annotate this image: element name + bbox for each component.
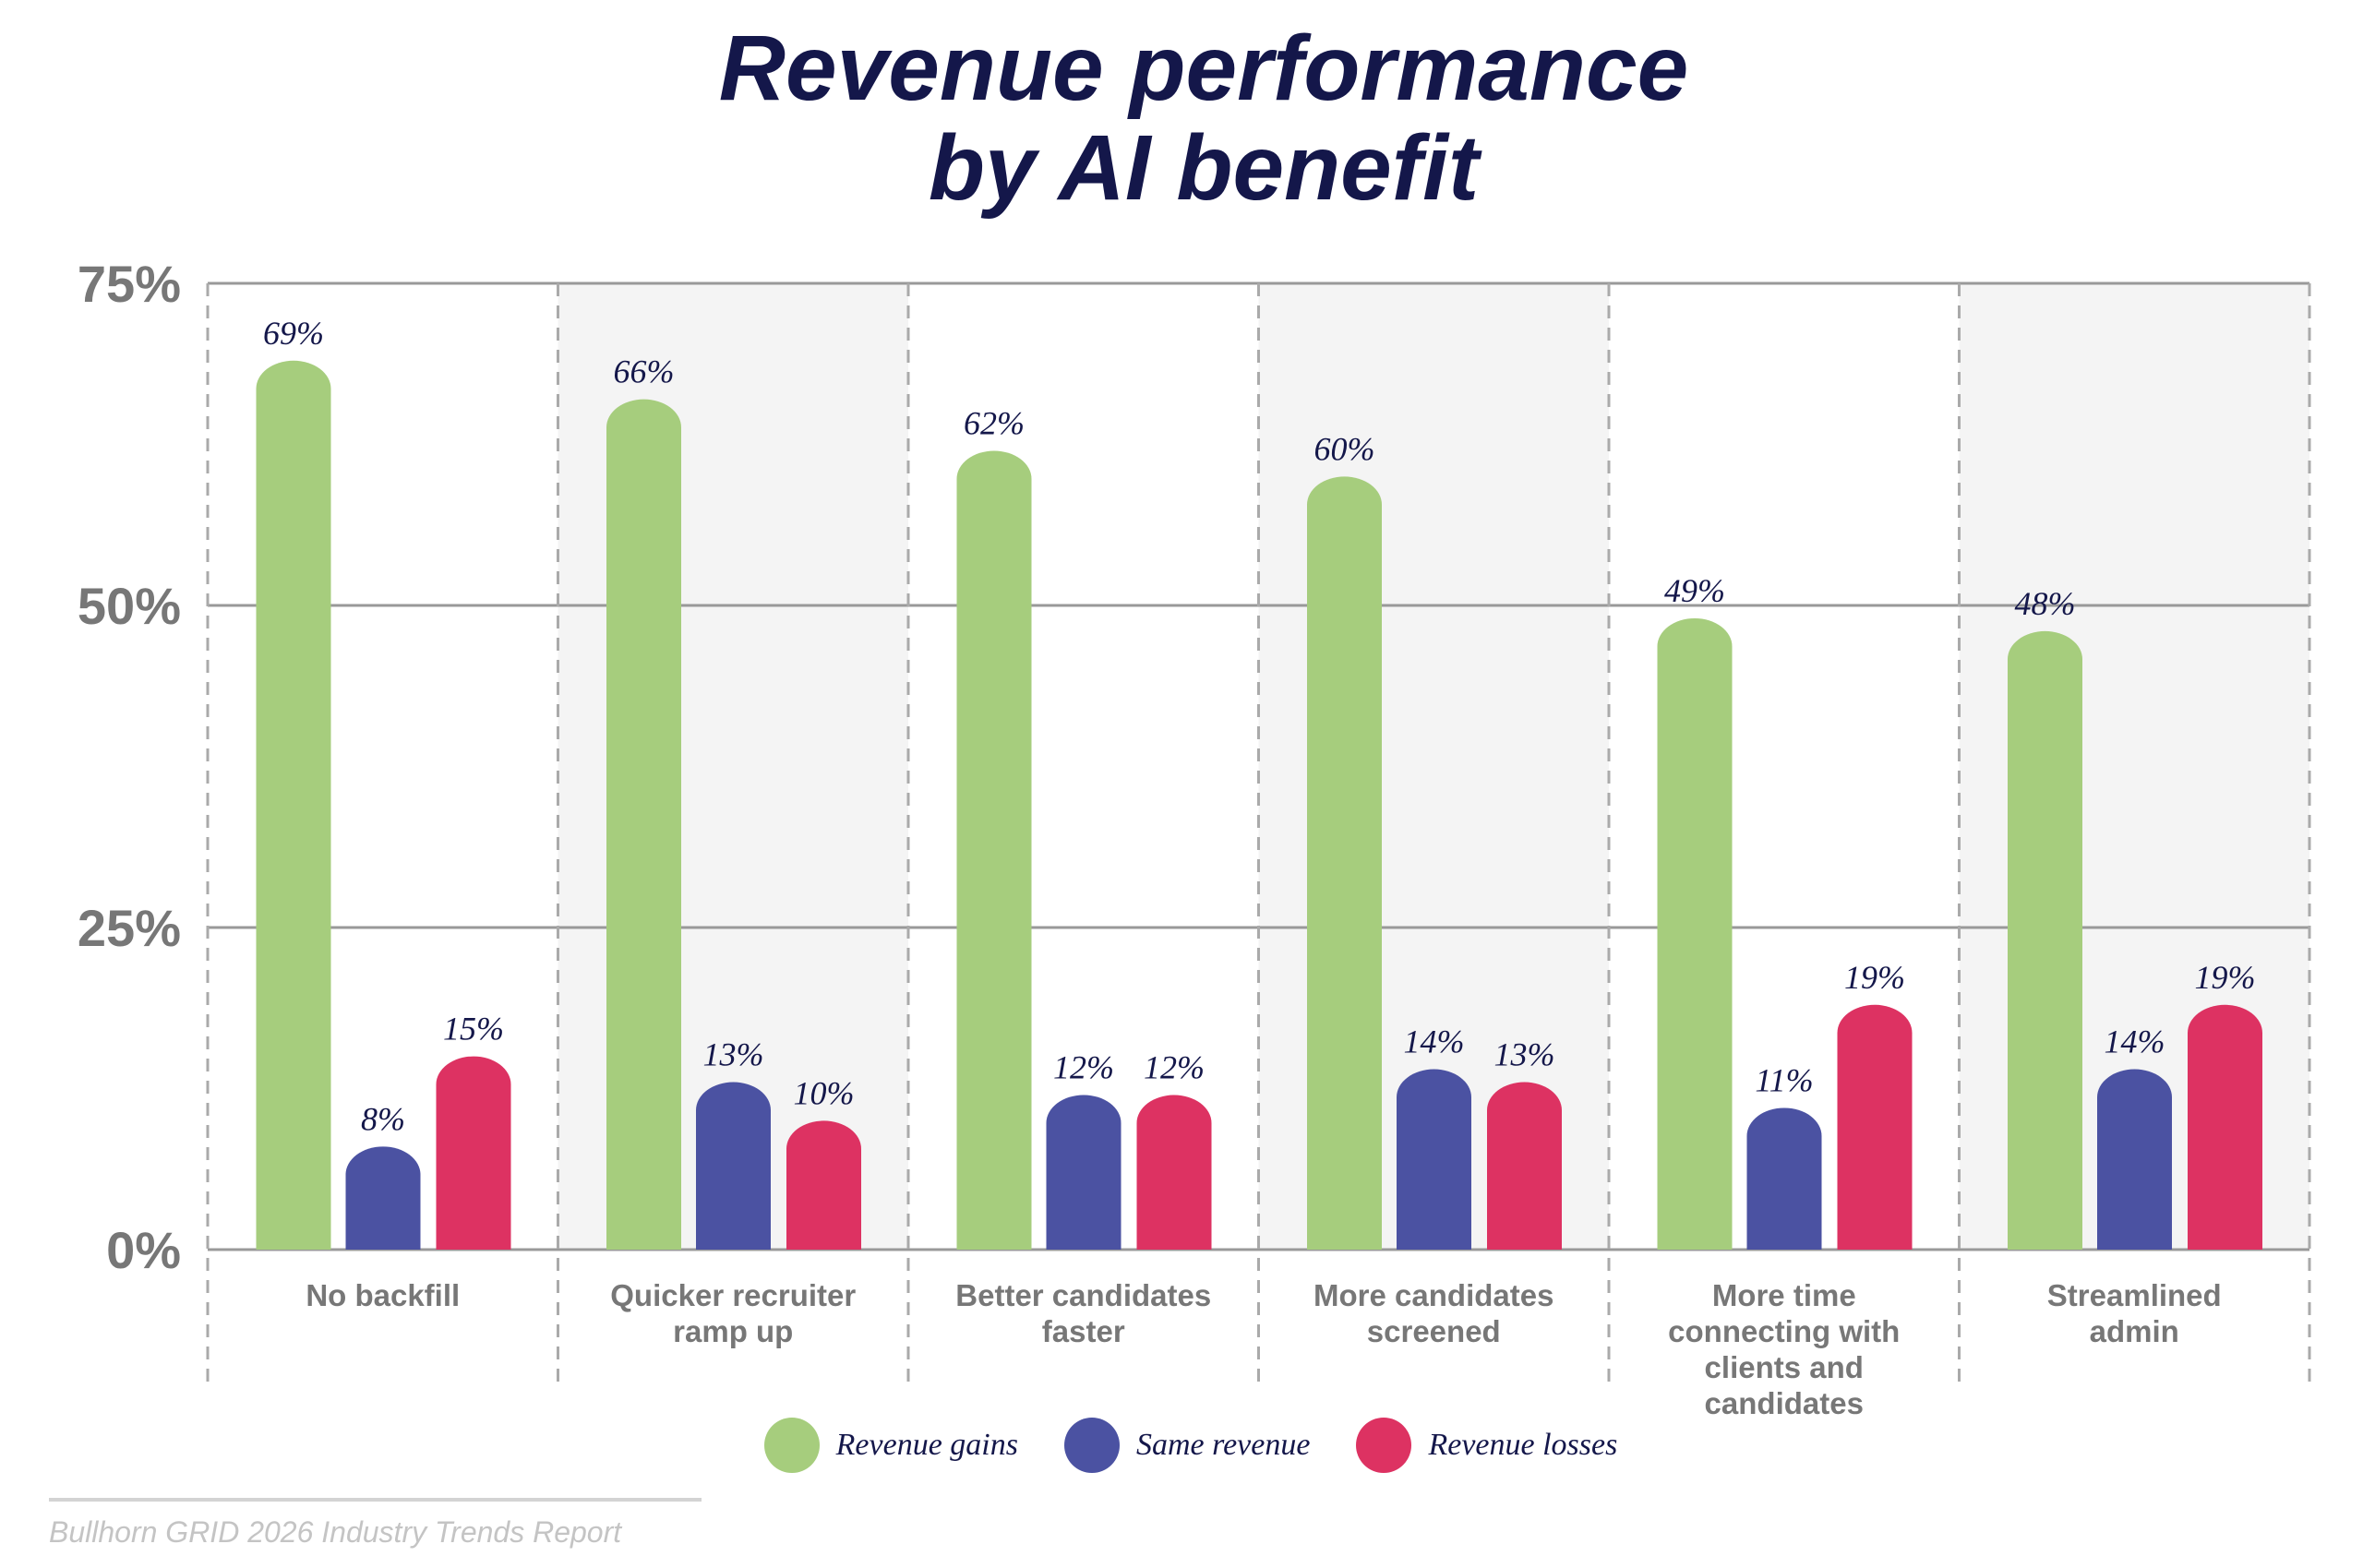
bar: [1046, 1095, 1122, 1250]
data-label: 10%: [794, 1074, 855, 1111]
bar: [436, 1056, 511, 1250]
bar: [786, 1120, 861, 1250]
data-label: 19%: [2195, 959, 2256, 996]
y-tick-label: 0%: [106, 1221, 181, 1279]
bar: [606, 399, 681, 1250]
y-tick-label: 75%: [78, 255, 181, 313]
data-label: 49%: [1664, 572, 1725, 609]
title-line-1: Revenue performance: [718, 17, 1689, 120]
footer-divider: [49, 1498, 702, 1502]
data-label: 48%: [2015, 585, 2076, 622]
legend-swatch-same: [1063, 1418, 1120, 1473]
y-tick-label: 50%: [78, 577, 181, 635]
bar: [1136, 1095, 1212, 1250]
category-label: faster: [1042, 1314, 1125, 1348]
legend-label: Same revenue: [1135, 1428, 1311, 1462]
data-label: 19%: [1844, 959, 1905, 996]
chart-title: Revenue performance by AI benefit: [0, 18, 2363, 218]
data-label: 11%: [1755, 1061, 1813, 1098]
bar: [2188, 1004, 2262, 1250]
category-label: ramp up: [673, 1314, 793, 1348]
bar: [1307, 476, 1382, 1250]
legend: Revenue gains Same revenue Revenue losse…: [0, 1418, 2363, 1473]
bar: [1837, 1004, 1913, 1250]
data-label: 14%: [1404, 1023, 1465, 1060]
bar: [956, 450, 1032, 1250]
data-label: 15%: [443, 1011, 504, 1047]
legend-item-losses: Revenue losses: [1356, 1418, 1617, 1473]
category-label: connecting with: [1668, 1314, 1900, 1348]
legend-item-same: Same revenue: [1063, 1418, 1311, 1473]
category-label: Streamlined: [2047, 1278, 2222, 1312]
data-label: 62%: [964, 404, 1025, 441]
bar: [696, 1082, 771, 1250]
bar: [256, 360, 331, 1250]
bar: [1657, 617, 1733, 1250]
category-label: More time: [1712, 1278, 1856, 1312]
bar: [2008, 630, 2082, 1250]
data-label: 69%: [263, 315, 324, 352]
category-label: Quicker recruiter: [610, 1278, 856, 1312]
bar: [1397, 1069, 1471, 1250]
legend-item-gains: Revenue gains: [763, 1418, 1018, 1473]
category-label: screened: [1367, 1314, 1501, 1348]
data-label: 12%: [1144, 1048, 1205, 1085]
category-label: Better candidates: [955, 1278, 1211, 1312]
legend-label: Revenue gains: [835, 1428, 1018, 1462]
bar: [1746, 1107, 1822, 1250]
category-label: clients and: [1705, 1350, 1864, 1384]
data-label: 12%: [1053, 1048, 1114, 1085]
source-footer: Bullhorn GRID 2026 Industry Trends Repor…: [49, 1515, 622, 1549]
data-label: 8%: [361, 1100, 405, 1137]
bar: [1487, 1082, 1562, 1250]
category-label: candidates: [1705, 1386, 1864, 1420]
category-label: admin: [2090, 1314, 2179, 1348]
data-label: 60%: [1314, 430, 1375, 467]
data-label: 14%: [2105, 1023, 2165, 1060]
title-line-2: by AI benefit: [928, 116, 1480, 220]
bar: [2097, 1069, 2172, 1250]
legend-label: Revenue losses: [1428, 1428, 1618, 1462]
data-label: 66%: [614, 353, 675, 390]
data-label: 13%: [1494, 1036, 1555, 1073]
bar: [345, 1146, 421, 1250]
legend-swatch-losses: [1356, 1418, 1412, 1473]
category-label: No backfill: [306, 1278, 460, 1312]
legend-swatch-gains: [763, 1418, 820, 1473]
y-tick-label: 25%: [78, 899, 181, 957]
category-label: More candidates: [1313, 1278, 1553, 1312]
data-label: 13%: [703, 1036, 764, 1073]
